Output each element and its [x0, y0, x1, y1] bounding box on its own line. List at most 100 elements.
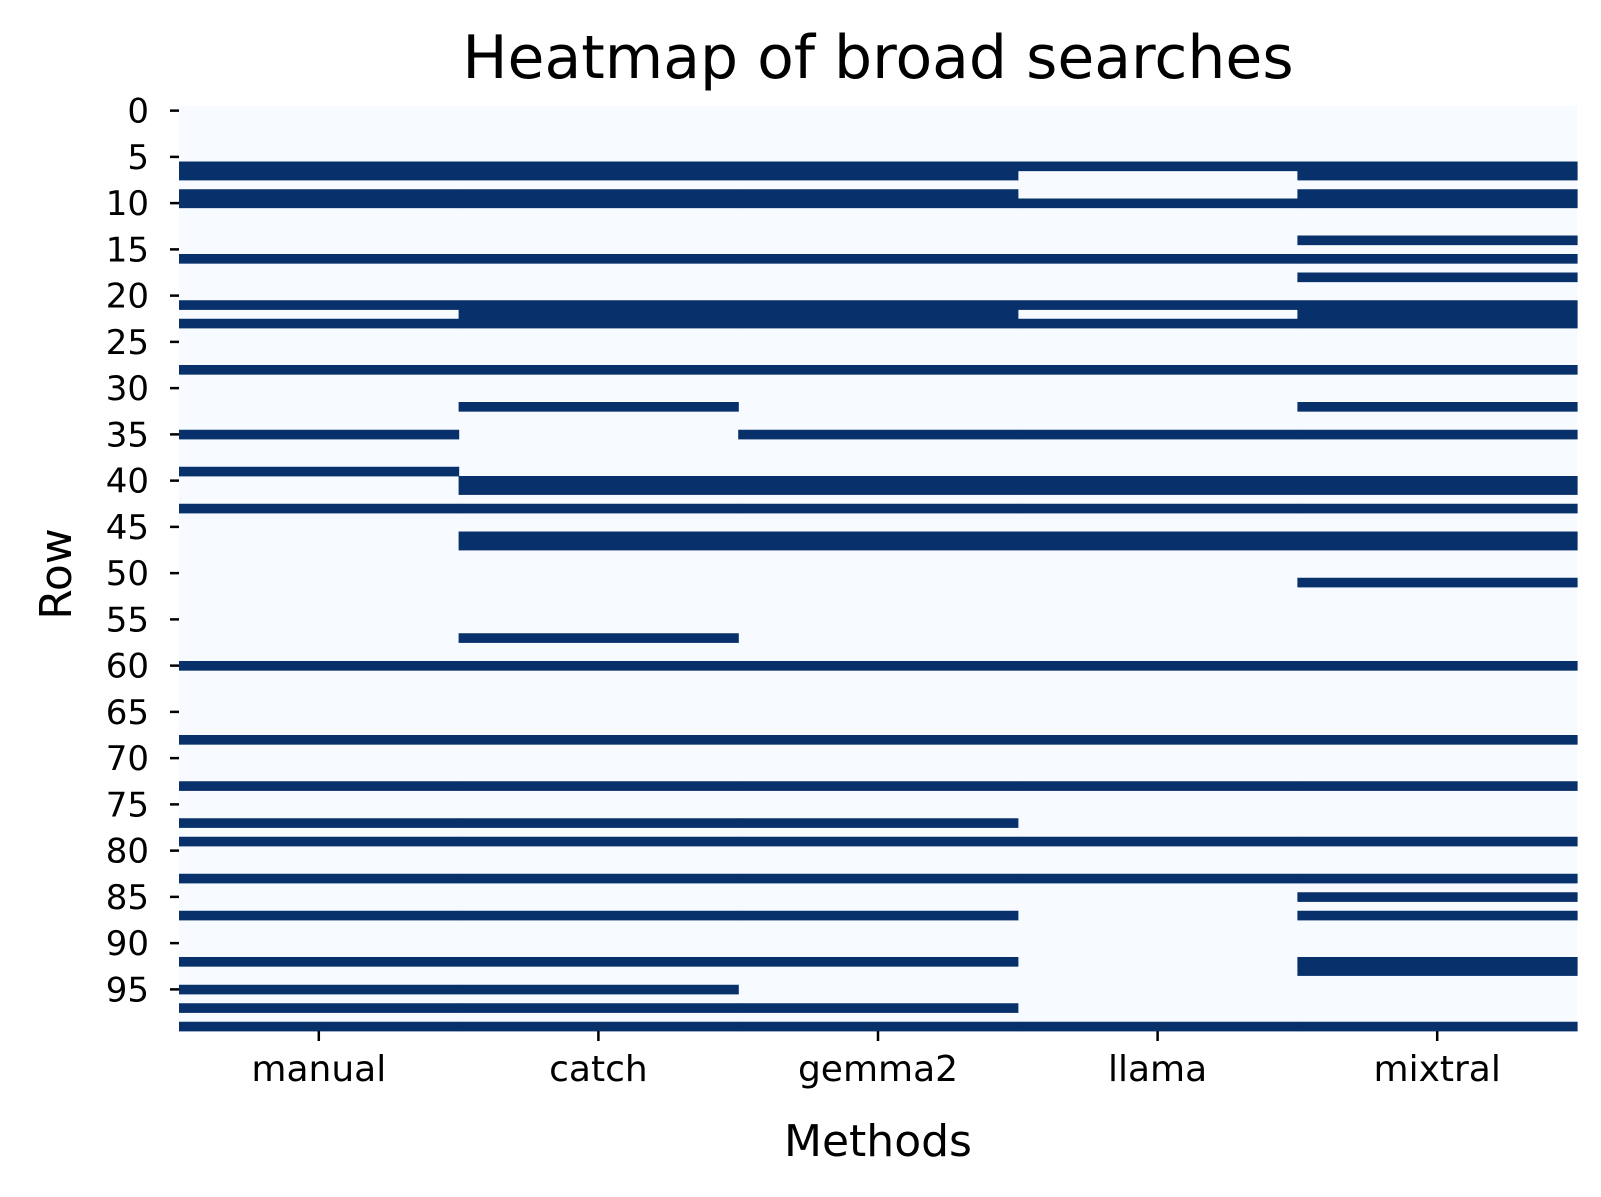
heatmap-cell-llama-row-40: [1017, 476, 1298, 486]
heatmap-cell-llama-row-46: [1017, 531, 1298, 542]
heatmap-cell-catch-row-10: [458, 198, 739, 209]
y-tick-label-75: 75: [106, 785, 149, 825]
heatmap-cell-gemma2-row-60: [738, 661, 1019, 671]
heatmap-cell-mixtral-row-35: [1297, 429, 1578, 440]
heatmap-cell-mixtral-row-9: [1297, 189, 1578, 199]
heatmap-cell-llama-row-28: [1017, 365, 1298, 375]
heatmap-cell-gemma2-row-10: [738, 198, 1019, 209]
y-tick-label-25: 25: [106, 323, 149, 363]
x-tick-label-mixtral: mixtral: [1374, 1049, 1501, 1090]
heatmap-cell-manual-row-9: [179, 189, 460, 199]
y-tick-label-50: 50: [106, 554, 149, 594]
y-tick-label-0: 0: [127, 92, 149, 132]
heatmap-cell-llama-row-83: [1017, 873, 1298, 884]
heatmap-cell-gemma2-row-28: [738, 365, 1019, 375]
heatmap-cell-mixtral-row-22: [1297, 309, 1578, 320]
heatmap-cell-llama-row-41: [1017, 485, 1298, 495]
heatmap-cell-mixtral-row-14: [1297, 235, 1578, 246]
heatmap-cell-gemma2-row-79: [738, 836, 1019, 847]
heatmap-cell-catch-row-79: [458, 836, 739, 847]
heatmap-cell-catch-row-57: [458, 633, 739, 643]
heatmap-cell-mixtral-row-21: [1297, 300, 1578, 310]
heatmap-cell-mixtral-row-41: [1297, 485, 1578, 495]
heatmap-cell-mixtral-row-87: [1297, 910, 1578, 921]
heatmap-cell-mixtral-row-7: [1297, 170, 1578, 181]
heatmap-cell-llama-row-21: [1017, 300, 1298, 310]
heatmap-cell-mixtral-row-83: [1297, 873, 1578, 884]
heatmap-cell-manual-row-23: [179, 318, 460, 329]
heatmap-cell-gemma2-row-35: [738, 429, 1019, 440]
heatmap-cell-llama-row-43: [1017, 503, 1298, 514]
y-tick-label-90: 90: [106, 924, 149, 964]
heatmap-cell-catch-row-46: [458, 531, 739, 542]
heatmap-cell-catch-row-92: [458, 957, 739, 967]
heatmap-cell-mixtral-row-73: [1297, 781, 1578, 791]
heatmap-cell-llama-row-79: [1017, 836, 1298, 847]
heatmap-cell-catch-row-47: [458, 540, 739, 551]
heatmap-cell-llama-row-10: [1017, 198, 1298, 209]
y-tick-label-10: 10: [106, 184, 149, 224]
heatmap-cell-mixtral-row-46: [1297, 531, 1578, 542]
heatmap-cell-gemma2-row-46: [738, 531, 1019, 542]
y-tick-label-45: 45: [106, 508, 149, 548]
heatmap-cell-manual-row-16: [179, 254, 460, 264]
heatmap-cell-catch-row-6: [458, 161, 739, 172]
heatmap-cell-manual-row-28: [179, 365, 460, 375]
heatmap-cell-manual-row-87: [179, 910, 460, 921]
heatmap-cell-mixtral-row-51: [1297, 577, 1578, 588]
heatmap-cell-llama-row-35: [1017, 429, 1298, 440]
heatmap-cell-catch-row-97: [458, 1003, 739, 1013]
y-tick-label-35: 35: [106, 415, 149, 455]
heatmap-cell-gemma2-row-7: [738, 170, 1019, 181]
heatmap-cell-manual-row-35: [179, 429, 460, 440]
heatmap-cell-catch-row-99: [458, 1021, 739, 1032]
x-tick-label-manual: manual: [251, 1049, 386, 1090]
x-tick-label-gemma2: gemma2: [798, 1049, 958, 1090]
heatmap-cell-mixtral-row-16: [1297, 254, 1578, 264]
heatmap-cell-mixtral-row-43: [1297, 503, 1578, 514]
x-tick-label-llama: llama: [1108, 1049, 1207, 1090]
heatmap-cell-mixtral-row-32: [1297, 402, 1578, 412]
heatmap-cell-manual-row-92: [179, 957, 460, 967]
heatmap-cells: [179, 106, 1578, 1032]
heatmap-cell-llama-row-47: [1017, 540, 1298, 551]
heatmap-cell-llama-row-73: [1017, 781, 1298, 791]
heatmap-cell-gemma2-row-41: [738, 485, 1019, 495]
heatmap-cell-llama-row-60: [1017, 661, 1298, 671]
heatmap-cell-catch-row-68: [458, 735, 739, 745]
heatmap-cell-catch-row-87: [458, 910, 739, 921]
heatmap-cell-mixtral-row-79: [1297, 836, 1578, 847]
x-axis-label: Methods: [784, 1116, 972, 1167]
heatmap-cell-gemma2-row-6: [738, 161, 1019, 172]
heatmap-cell-gemma2-row-47: [738, 540, 1019, 551]
heatmap-cell-mixtral-row-28: [1297, 365, 1578, 375]
heatmap-cell-manual-row-6: [179, 161, 460, 172]
y-tick-label-65: 65: [106, 693, 149, 733]
heatmap-cell-gemma2-row-23: [738, 318, 1019, 329]
heatmap-cell-manual-row-21: [179, 300, 460, 310]
heatmap-cell-catch-row-40: [458, 476, 739, 486]
y-tick-label-55: 55: [106, 600, 149, 640]
heatmap-cell-catch-row-95: [458, 984, 739, 995]
heatmap-cell-mixtral-row-10: [1297, 198, 1578, 209]
heatmap-cell-mixtral-row-60: [1297, 661, 1578, 671]
y-axis: 0 5 10 15 20 25 30 35 40 45 50 55 60 65 70 75 80 85 90 95: [106, 92, 179, 1010]
heatmap-cell-catch-row-16: [458, 254, 739, 264]
heatmap-cell-manual-row-79: [179, 836, 460, 847]
heatmap-cell-manual-row-77: [179, 818, 460, 828]
heatmap-cell-catch-row-22: [458, 309, 739, 320]
heatmap-cell-mixtral-row-93: [1297, 966, 1578, 976]
y-tick-label-85: 85: [106, 878, 149, 918]
heatmap-cell-manual-row-7: [179, 170, 460, 181]
heatmap-cell-mixtral-row-40: [1297, 476, 1578, 486]
chart-title: Heatmap of broad searches: [462, 23, 1293, 93]
heatmap-cell-catch-row-83: [458, 873, 739, 884]
y-tick-label-70: 70: [106, 739, 149, 779]
heatmap-cell-llama-row-99: [1017, 1021, 1298, 1032]
heatmap-cell-manual-row-60: [179, 661, 460, 671]
heatmap-cell-mixtral-row-68: [1297, 735, 1578, 745]
y-tick-label-40: 40: [106, 462, 149, 502]
heatmap-cell-catch-row-41: [458, 485, 739, 495]
heatmap-cell-catch-row-43: [458, 503, 739, 514]
